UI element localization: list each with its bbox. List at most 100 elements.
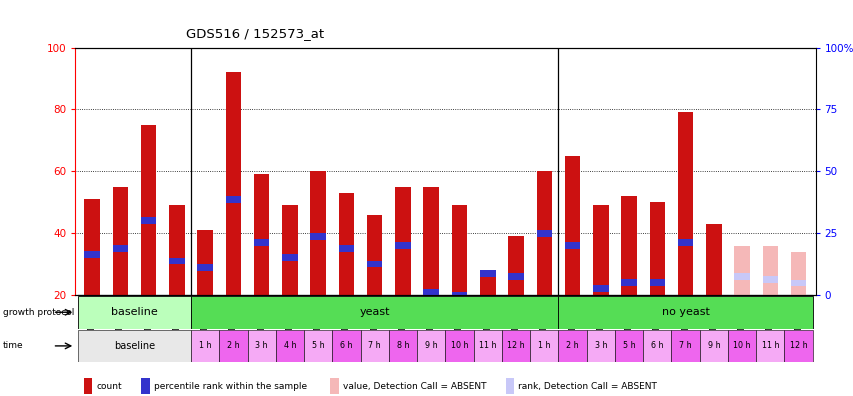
FancyBboxPatch shape xyxy=(670,330,699,362)
Text: growth protocol: growth protocol xyxy=(3,308,74,317)
Bar xyxy=(423,289,438,295)
Bar xyxy=(169,205,184,295)
Bar xyxy=(508,273,523,280)
Text: baseline: baseline xyxy=(111,307,158,317)
FancyBboxPatch shape xyxy=(530,330,558,362)
Bar xyxy=(762,246,777,295)
Text: 2 h: 2 h xyxy=(227,341,240,350)
Bar xyxy=(84,199,100,295)
FancyBboxPatch shape xyxy=(558,330,586,362)
Bar xyxy=(536,230,551,236)
FancyBboxPatch shape xyxy=(304,330,332,362)
Bar xyxy=(423,187,438,295)
Bar xyxy=(367,261,382,267)
Bar xyxy=(339,193,354,295)
FancyBboxPatch shape xyxy=(219,295,247,396)
Bar xyxy=(620,279,636,286)
FancyBboxPatch shape xyxy=(727,295,756,396)
FancyBboxPatch shape xyxy=(558,295,586,396)
FancyBboxPatch shape xyxy=(78,296,191,329)
Bar xyxy=(479,270,495,277)
Bar xyxy=(451,291,467,299)
FancyBboxPatch shape xyxy=(191,330,219,362)
Text: 5 h: 5 h xyxy=(311,341,324,350)
Bar xyxy=(649,202,664,295)
FancyBboxPatch shape xyxy=(473,330,502,362)
Text: 7 h: 7 h xyxy=(678,341,691,350)
FancyBboxPatch shape xyxy=(699,330,727,362)
Bar xyxy=(225,196,241,202)
FancyBboxPatch shape xyxy=(219,330,247,362)
Text: 5 h: 5 h xyxy=(622,341,635,350)
Bar xyxy=(536,171,551,295)
Text: 11 h: 11 h xyxy=(479,341,496,350)
Bar xyxy=(310,171,326,295)
Bar xyxy=(564,156,580,295)
FancyBboxPatch shape xyxy=(502,295,530,396)
Bar xyxy=(677,112,693,295)
FancyBboxPatch shape xyxy=(163,295,191,396)
FancyBboxPatch shape xyxy=(247,295,276,396)
Text: time: time xyxy=(3,341,23,350)
Bar xyxy=(395,187,410,295)
Text: rank, Detection Call = ABSENT: rank, Detection Call = ABSENT xyxy=(518,382,657,390)
Text: 11 h: 11 h xyxy=(761,341,778,350)
Bar xyxy=(592,205,608,295)
FancyBboxPatch shape xyxy=(360,330,388,362)
FancyBboxPatch shape xyxy=(304,295,332,396)
FancyBboxPatch shape xyxy=(191,295,219,396)
FancyBboxPatch shape xyxy=(756,295,784,396)
FancyBboxPatch shape xyxy=(134,295,163,396)
Bar xyxy=(310,233,326,240)
Bar xyxy=(197,230,212,295)
FancyBboxPatch shape xyxy=(614,295,642,396)
FancyBboxPatch shape xyxy=(332,330,360,362)
Text: 6 h: 6 h xyxy=(650,341,663,350)
Bar xyxy=(734,273,749,280)
Text: 9 h: 9 h xyxy=(706,341,719,350)
FancyBboxPatch shape xyxy=(78,295,106,396)
FancyBboxPatch shape xyxy=(332,295,360,396)
Text: 9 h: 9 h xyxy=(425,341,437,350)
Bar xyxy=(367,215,382,295)
FancyBboxPatch shape xyxy=(699,295,727,396)
Bar xyxy=(479,273,495,295)
Text: 1 h: 1 h xyxy=(199,341,212,350)
FancyBboxPatch shape xyxy=(276,330,304,362)
Bar xyxy=(451,205,467,295)
Bar xyxy=(339,245,354,252)
Bar xyxy=(564,242,580,249)
Bar xyxy=(620,196,636,295)
FancyBboxPatch shape xyxy=(473,295,502,396)
Text: 8 h: 8 h xyxy=(397,341,409,350)
Text: 12 h: 12 h xyxy=(789,341,806,350)
FancyBboxPatch shape xyxy=(502,330,530,362)
FancyBboxPatch shape xyxy=(642,295,670,396)
Text: count: count xyxy=(96,382,122,390)
Bar xyxy=(113,245,128,252)
Bar xyxy=(197,264,212,270)
Text: 3 h: 3 h xyxy=(255,341,268,350)
Bar xyxy=(84,251,100,258)
Bar xyxy=(677,239,693,246)
Bar xyxy=(225,72,241,295)
Text: 10 h: 10 h xyxy=(733,341,750,350)
Text: baseline: baseline xyxy=(113,341,155,351)
FancyBboxPatch shape xyxy=(276,295,304,396)
Bar xyxy=(790,252,805,295)
FancyBboxPatch shape xyxy=(784,295,812,396)
FancyBboxPatch shape xyxy=(586,295,614,396)
Bar xyxy=(790,280,805,286)
Text: yeast: yeast xyxy=(359,307,390,317)
FancyBboxPatch shape xyxy=(727,330,756,362)
Bar xyxy=(253,174,270,295)
FancyBboxPatch shape xyxy=(445,295,473,396)
Text: 7 h: 7 h xyxy=(368,341,380,350)
Bar xyxy=(281,205,298,295)
Bar xyxy=(141,217,156,224)
Text: 1 h: 1 h xyxy=(537,341,550,350)
FancyBboxPatch shape xyxy=(530,295,558,396)
Bar xyxy=(734,246,749,295)
FancyBboxPatch shape xyxy=(416,330,445,362)
FancyBboxPatch shape xyxy=(558,296,812,329)
